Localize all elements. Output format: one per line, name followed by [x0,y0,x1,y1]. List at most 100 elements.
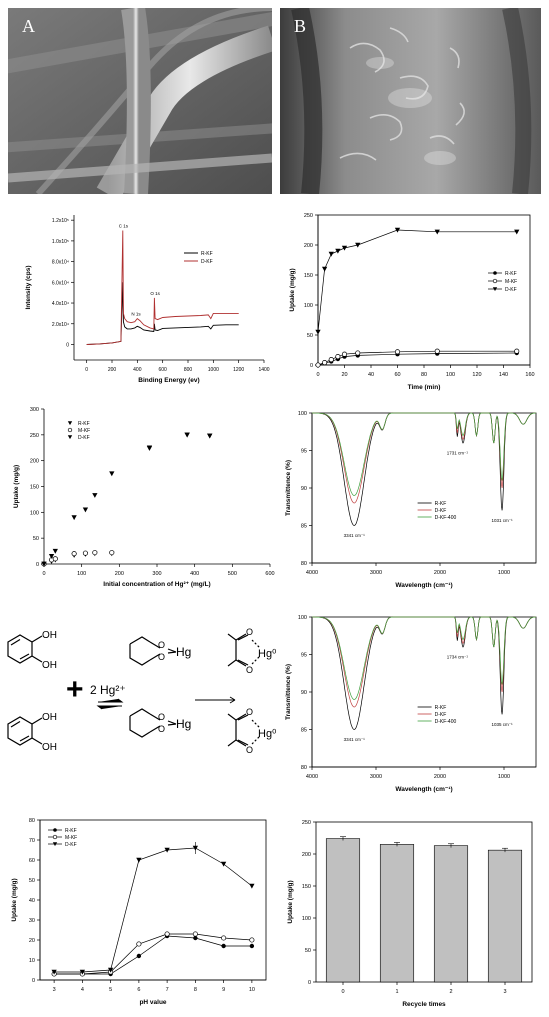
legend-marker [67,421,73,426]
oxygen-label: O [158,652,165,662]
y-tick-label: 40 [29,898,35,904]
ftir-chart-1: 4000 3000 2000 1000 80 85 90 95 100 Wavelength (c… [285,411,537,589]
x-tick-label: 2 [449,989,452,995]
x-tick-label: 1000 [498,570,510,576]
plot-frame [74,215,264,360]
x-tick-label: 8 [194,987,197,993]
oxygen-label: O [246,665,253,675]
y-axis-label: Intensity (cps) [25,265,32,309]
y-tick-label: 150 [30,485,39,491]
data-point [109,471,115,477]
y-axis-label: Uptake (mg/g) [13,465,20,508]
data-point [52,548,58,554]
x-tick-label: 10 [249,987,255,993]
y-tick-label: 200 [30,459,39,465]
y-tick-label: 60 [29,858,35,864]
data-point [51,969,57,975]
sem-image-b-texture [280,8,541,194]
data-point [109,550,115,556]
x-tick-label: 7 [166,987,169,993]
data-point [192,931,198,937]
bar-0 [325,838,361,983]
mercury-reagent: 2 Hg²⁺ [90,683,126,697]
legend-label: D-KF [65,842,77,848]
x-tick-label: 160 [525,372,534,378]
data-point [341,351,348,357]
data-point [220,861,227,867]
data-point [434,348,440,354]
plus-sign: + [66,673,84,706]
data-point [136,941,142,947]
y-tick-label: 90 [301,486,307,492]
series-line-d-kf [54,847,253,973]
sem-image-a-texture [8,8,272,194]
quinone-top [227,633,261,667]
xps-chart: 0 200 400 600 800 1000 1200 1400 0 2.0x10⁴ 4.0x10⁴… [25,215,270,384]
y-tick-label: 100 [298,615,307,621]
bar-2 [433,845,469,983]
y-tick-label: 200 [304,243,313,249]
data-point [146,445,153,451]
x-axis-label: Recycle times [402,1001,446,1008]
y-tick-label: 30 [29,918,35,924]
x-tick-label: 400 [190,571,199,577]
data-point [221,943,226,949]
y-tick-label: 100 [304,303,313,309]
data-point [249,943,255,949]
y-tick-label: 80 [301,765,307,771]
x-tick-label: 400 [133,367,142,373]
x-axis-label: Wavelength (cm⁻¹) [395,582,452,589]
y-tick-label: 50 [33,536,39,542]
y-tick-label: 20 [29,938,35,944]
oh-label: OH [42,742,57,753]
peak-annotation: N 1s [131,311,141,316]
data-point [514,229,520,235]
y-tick-label: 300 [30,407,39,413]
x-tick-label: 9 [222,987,225,993]
legend-marker [67,435,73,440]
peak-annotation: O 1s [150,291,160,296]
y-tick-label: 0 [36,562,39,568]
x-axis-label: Binding Energy (ev) [138,377,199,384]
data-point [207,433,213,439]
hg-label: Hg [176,645,191,659]
series-line-r-kf [317,352,517,366]
sem-image-a: A [8,8,272,194]
y-tick-label: 80 [29,818,35,824]
y-tick-label: 250 [30,433,39,439]
x-tick-label: 0 [341,989,344,995]
y-tick-label: 50 [307,333,313,339]
data-point [52,556,58,562]
x-tick-label: 6 [137,987,140,993]
legend-label: D-KF [435,712,447,718]
y-tick-label: 90 [301,690,307,696]
x-axis-label: Wavelength (cm⁻¹) [395,786,452,793]
x-tick-label: 1000 [498,774,510,780]
y-tick-label: 150 [302,884,311,890]
y-tick-label: 0 [32,978,35,984]
data-point [335,248,341,254]
peak-annotation: 1731 cm⁻¹ [447,450,469,455]
x-tick-label: 5 [109,987,112,993]
legend-label: D-KF-400 [435,515,457,521]
panel-label-a: A [22,16,35,36]
series-line-d-kf [317,229,517,333]
y-tick-label: 1.2x10⁵ [52,218,69,224]
ph-chart: 3 4 5 6 7 8 9 10 0 10 20 30 40 50 60 70 80 pH value Uptake… [11,818,267,1006]
data-point [355,350,361,356]
data-point [328,357,334,363]
x-tick-label: 140 [499,372,508,378]
data-point [164,847,170,853]
data-point [335,354,341,360]
oxygen-label: O [158,724,165,734]
reaction-arrow [195,696,236,704]
plot-frame [317,214,531,366]
oh-label: OH [42,630,57,641]
data-point [136,857,142,863]
panel-label-b: B [294,16,307,36]
data-point [82,550,88,556]
kinetics-chart: 0 20 40 60 80 100 120 140 160 0 50 100 150 200 250 Time… [289,213,535,391]
y-axis-label: Uptake (mg/g) [289,268,296,311]
y-tick-label: 50 [305,948,311,954]
legend-label: D-KF-400 [435,719,457,725]
